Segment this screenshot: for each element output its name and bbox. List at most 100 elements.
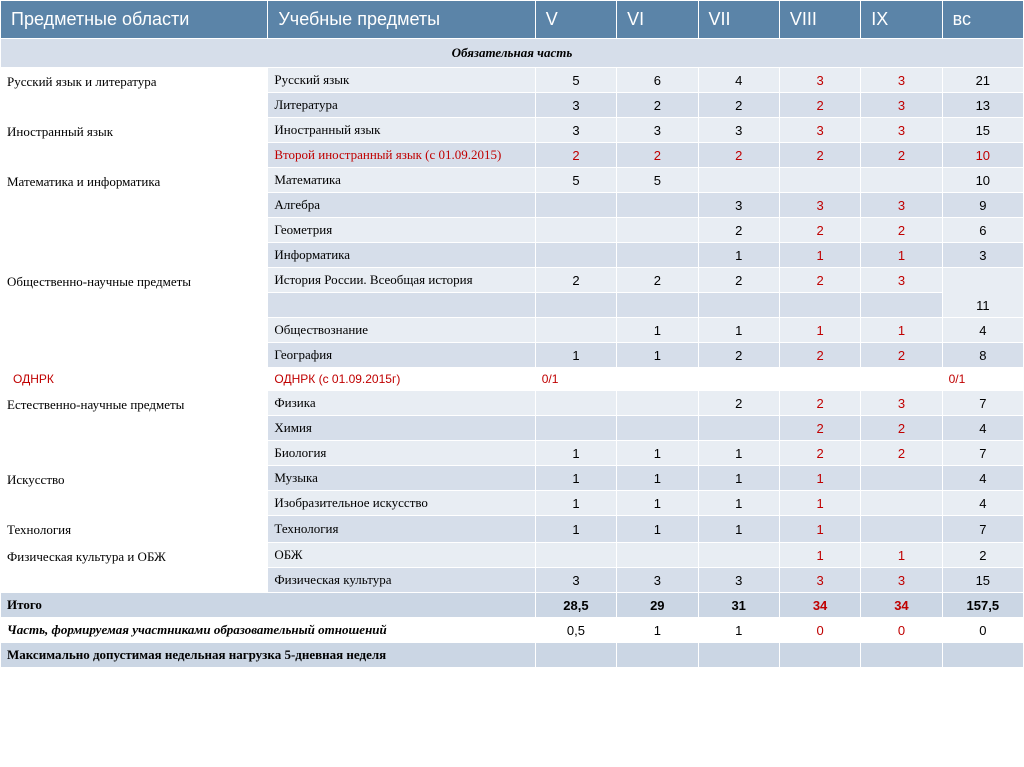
subject-literature: Литература bbox=[268, 93, 535, 118]
cell: 0,5 bbox=[535, 618, 616, 643]
cell bbox=[617, 243, 698, 268]
empty-cell bbox=[268, 293, 535, 318]
table-row: Общественно-научные предметы История Рос… bbox=[1, 268, 1024, 293]
subject-math: Математика bbox=[268, 168, 535, 193]
cell bbox=[698, 416, 779, 441]
cell: 3 bbox=[861, 193, 942, 218]
subject-technology: Технология bbox=[268, 516, 535, 543]
max-label: Максимально допустимая недельная нагрузк… bbox=[1, 643, 536, 668]
cell: 1 bbox=[535, 466, 616, 491]
cell: 1 bbox=[535, 343, 616, 368]
cell: 3 bbox=[617, 568, 698, 593]
cell: 2 bbox=[861, 441, 942, 466]
cell: 2 bbox=[698, 343, 779, 368]
cell bbox=[535, 293, 616, 318]
cell: 3 bbox=[698, 193, 779, 218]
cell: 34 bbox=[861, 593, 942, 618]
area-math: Математика и информатика bbox=[1, 168, 268, 268]
cell: 3 bbox=[779, 568, 860, 593]
table-row: Технология Технология 1 1 1 1 7 bbox=[1, 516, 1024, 543]
cell bbox=[942, 643, 1023, 668]
cell: 2 bbox=[779, 441, 860, 466]
cell: 4 bbox=[942, 416, 1023, 441]
cell bbox=[861, 368, 942, 391]
curriculum-table: Предметные области Учебные предметы V VI… bbox=[0, 0, 1024, 668]
cell: 2 bbox=[779, 218, 860, 243]
subject-algebra: Алгебра bbox=[268, 193, 535, 218]
cell bbox=[617, 543, 698, 568]
area-rus-lit: Русский язык и литература bbox=[1, 68, 268, 118]
cell: 3 bbox=[861, 93, 942, 118]
cell: 6 bbox=[617, 68, 698, 93]
col-subject: Учебные предметы bbox=[268, 1, 535, 39]
cell: 8 bbox=[942, 343, 1023, 368]
cell: 9 bbox=[942, 193, 1023, 218]
cell: 5 bbox=[535, 68, 616, 93]
area-art: Искусство bbox=[1, 466, 268, 516]
cell bbox=[617, 293, 698, 318]
cell: 2 bbox=[861, 218, 942, 243]
subject-biology: Биология bbox=[268, 441, 535, 466]
cell: 10 bbox=[942, 143, 1023, 168]
cell: 2 bbox=[779, 391, 860, 416]
col-g9: IX bbox=[861, 1, 942, 39]
cell: 1 bbox=[779, 543, 860, 568]
cell bbox=[698, 368, 779, 391]
cell: 2 bbox=[698, 93, 779, 118]
cell: 3 bbox=[535, 118, 616, 143]
cell: 3 bbox=[861, 118, 942, 143]
cell: 7 bbox=[942, 516, 1023, 543]
cell: 4 bbox=[698, 68, 779, 93]
subject-geometry: Геометрия bbox=[268, 218, 535, 243]
cell: 1 bbox=[535, 441, 616, 466]
header-row: Предметные области Учебные предметы V VI… bbox=[1, 1, 1024, 39]
subject-physics: Физика bbox=[268, 391, 535, 416]
table-row: Естественно-научные предметы Физика 2 2 … bbox=[1, 391, 1024, 416]
cell: 0 bbox=[779, 618, 860, 643]
cell: 5 bbox=[617, 168, 698, 193]
area-tech: Технология bbox=[1, 516, 268, 543]
cell: 15 bbox=[942, 118, 1023, 143]
subject-social-studies: Обществознание bbox=[268, 318, 535, 343]
area-natural: Естественно-научные предметы bbox=[1, 391, 268, 466]
table-row: ОДНРК ОДНРК (с 01.09.2015г) 0/1 0/1 bbox=[1, 368, 1024, 391]
cell: 1 bbox=[535, 491, 616, 516]
cell: 3 bbox=[861, 568, 942, 593]
col-g5: V bbox=[535, 1, 616, 39]
cell: 1 bbox=[617, 516, 698, 543]
cell: 2 bbox=[617, 268, 698, 293]
cell: 2 bbox=[535, 143, 616, 168]
cell: 4 bbox=[942, 491, 1023, 516]
cell bbox=[535, 243, 616, 268]
cell: 1 bbox=[861, 243, 942, 268]
cell bbox=[861, 491, 942, 516]
cell: 7 bbox=[942, 391, 1023, 416]
cell bbox=[698, 293, 779, 318]
subject-geography: География bbox=[268, 343, 535, 368]
table-row: Физическая культура и ОБЖ ОБЖ 1 1 2 bbox=[1, 543, 1024, 568]
cell: 0 bbox=[942, 618, 1023, 643]
cell: 1 bbox=[779, 516, 860, 543]
section-mandatory: Обязательная часть bbox=[1, 39, 1024, 68]
cell: 34 bbox=[779, 593, 860, 618]
cell: 2 bbox=[779, 93, 860, 118]
subject-russian: Русский язык bbox=[268, 68, 535, 93]
cell bbox=[535, 391, 616, 416]
cell: 157,5 bbox=[942, 593, 1023, 618]
cell: 2 bbox=[698, 391, 779, 416]
cell: 2 bbox=[942, 543, 1023, 568]
cell bbox=[861, 293, 942, 318]
cell: 3 bbox=[698, 568, 779, 593]
cell bbox=[617, 193, 698, 218]
cell: 2 bbox=[861, 343, 942, 368]
cell: 1 bbox=[698, 516, 779, 543]
area-pe: Физическая культура и ОБЖ bbox=[1, 543, 268, 593]
cell bbox=[779, 168, 860, 193]
cell: 1 bbox=[861, 543, 942, 568]
cell: 21 bbox=[942, 68, 1023, 93]
cell: 3 bbox=[942, 243, 1023, 268]
cell: 15 bbox=[942, 568, 1023, 593]
cell: 2 bbox=[861, 416, 942, 441]
col-total: вс bbox=[942, 1, 1023, 39]
cell: 2 bbox=[779, 343, 860, 368]
